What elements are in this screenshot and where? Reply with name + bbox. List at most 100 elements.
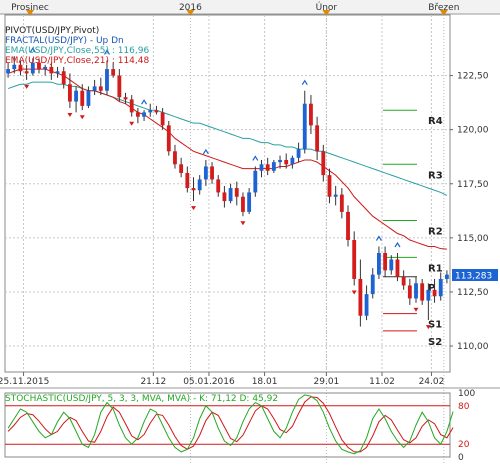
candle-up: [302, 103, 307, 150]
month-label: Prosinec: [11, 3, 49, 13]
candle-up: [296, 149, 301, 158]
fractal-markers: [24, 47, 431, 330]
legend-ema55: EMA(USD/JPY,Close,55) : 116,96: [5, 46, 149, 56]
candle-up: [253, 170, 258, 193]
stochastic-frame: [4, 392, 451, 458]
month-marker: [322, 10, 331, 16]
candle-down: [309, 103, 313, 126]
pivot-label-s1: S1: [428, 320, 442, 331]
date-tick-label: 24.02: [419, 377, 445, 387]
ema21-line: [7, 68, 447, 250]
pivot-label-r2: R2: [428, 227, 443, 238]
fractal-down-marker: [413, 307, 419, 312]
top-month-axis: Prosinec 2016 Únor Březen: [0, 0, 500, 16]
fractal-up-marker: [252, 155, 259, 161]
candle-down: [173, 151, 177, 165]
candle-up: [6, 69, 11, 74]
last-price-badge: [452, 269, 498, 282]
candle-down: [407, 285, 412, 299]
candle-up: [333, 194, 338, 197]
candle-up: [55, 71, 60, 74]
candle-down: [160, 112, 165, 126]
candle-down: [315, 125, 320, 152]
candle-down: [346, 211, 350, 241]
candle-down: [67, 84, 72, 102]
pivot-label-r4: R4: [428, 116, 443, 127]
date-tick-label: 05.01.2016: [183, 377, 235, 387]
candle-down: [352, 240, 357, 279]
candle-down: [265, 164, 270, 171]
candle-down: [154, 110, 159, 113]
candle-down: [395, 259, 400, 277]
pivot-label-r3: R3: [428, 170, 443, 181]
candle-up: [86, 90, 91, 106]
candle-down: [420, 283, 425, 301]
date-tick-label: 21.12: [140, 377, 166, 387]
candlesticks: [6, 56, 449, 327]
price-tick-label: 120,00: [457, 126, 489, 136]
date-tick-label: 29.01: [314, 377, 340, 387]
candle-up: [444, 274, 449, 279]
fractal-down-marker: [240, 221, 246, 226]
candle-down: [339, 194, 344, 212]
candle-up: [278, 159, 282, 163]
stochastic-tick-label: 100: [458, 389, 475, 399]
ema21-path: [7, 68, 447, 250]
date-tick-label: 18.01: [252, 377, 278, 387]
candle-down: [191, 188, 196, 191]
price-tick-label: 117,50: [457, 180, 489, 190]
candle-up: [370, 274, 375, 295]
candle-down: [117, 75, 122, 98]
candle-down: [98, 86, 103, 91]
candle-up: [74, 90, 78, 102]
stochastic-panel: 100 80 20 0: [0, 387, 500, 463]
month-marker: [186, 10, 195, 16]
candle-up: [105, 69, 109, 91]
stochastic-tick-bg: [456, 400, 470, 411]
pivot-levels: R4 R3 R2 R1 P S1 S2: [383, 109, 443, 348]
month-marker: [26, 10, 34, 16]
price-tick-label: 112,50: [457, 288, 489, 298]
candle-down: [241, 196, 245, 212]
date-tick-label: 11.02: [369, 377, 395, 387]
month-label: 2016: [179, 3, 202, 13]
pivot-label-s2: S2: [428, 337, 442, 348]
month-label: Únor: [316, 1, 338, 13]
top-bar-bg: [0, 0, 500, 14]
candle-down: [210, 166, 214, 180]
fractal-down-marker: [24, 84, 30, 89]
candle-up: [271, 162, 276, 171]
candle-up: [259, 164, 264, 171]
candle-up: [12, 64, 17, 70]
candle-up: [377, 253, 381, 275]
candle-up: [414, 283, 418, 299]
candle-up: [148, 110, 153, 113]
candle-up: [197, 179, 202, 191]
date-tick-label: 25.11.2015: [0, 377, 49, 387]
stochastic-d-line: [7, 396, 454, 453]
candle-down: [383, 253, 388, 271]
fractal-down-marker: [191, 206, 197, 211]
candle-down: [216, 179, 221, 193]
legend-fractal: FRACTAL(USD/JPY) - Up Dn: [5, 36, 124, 46]
candle-up: [438, 278, 443, 297]
stochastic-k-line: [7, 394, 454, 455]
fractal-down-marker: [351, 290, 357, 295]
stochastic-tick-label: 80: [458, 402, 470, 412]
pivot-label-p: P: [428, 283, 435, 294]
fractal-down-marker: [425, 325, 431, 330]
legend-pivot: PIVOT(USD/JPY,Pivot): [5, 26, 99, 36]
candle-down: [129, 99, 134, 113]
candle-down: [284, 159, 289, 165]
candle-down: [135, 112, 140, 117]
legend-ema21: EMA(USD/JPY,Close,21) : 114,48: [5, 56, 149, 66]
month-label: Březen: [428, 3, 459, 13]
date-axis: 25.11.2015 21.12 05.01.2016 18.01 29.01 11.02…: [0, 372, 444, 387]
candle-down: [327, 175, 332, 197]
fractal-up-marker: [103, 49, 110, 55]
candle-down: [222, 192, 227, 202]
fractal-up-marker: [394, 241, 401, 248]
pivot-label-r1: R1: [428, 263, 443, 274]
